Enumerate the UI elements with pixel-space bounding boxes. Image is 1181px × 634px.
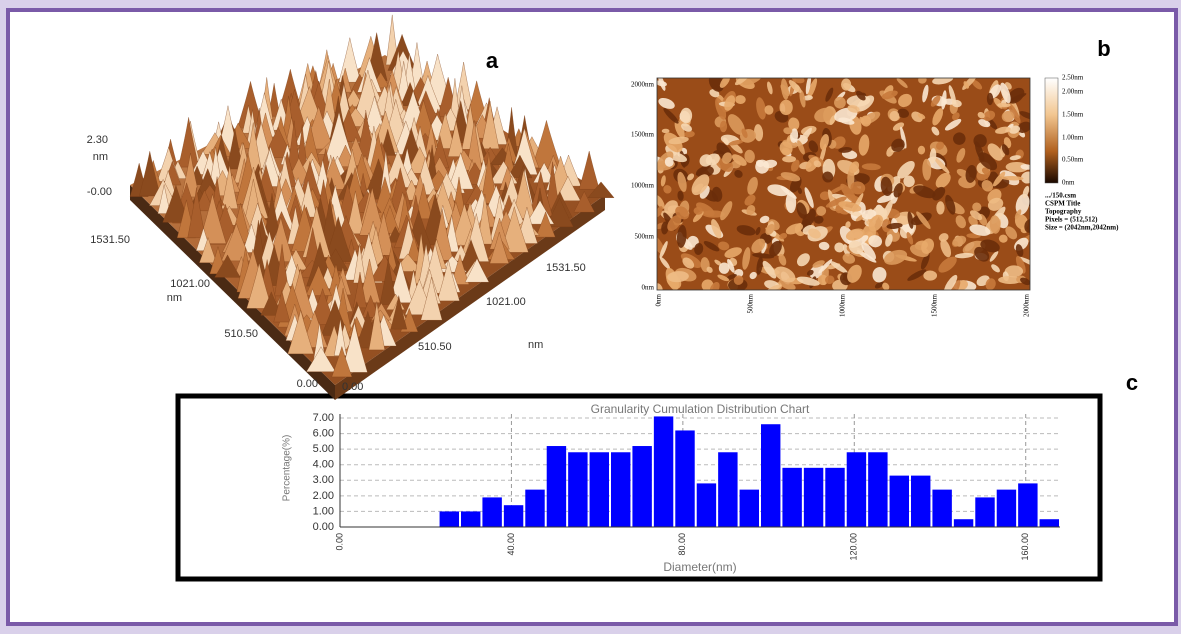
bar	[525, 490, 544, 527]
bar	[675, 430, 694, 527]
bar	[740, 490, 759, 527]
info-text: .../150.csm	[1045, 192, 1076, 200]
axis-label: 510.50	[418, 341, 452, 353]
x-axis-label: Diameter(nm)	[663, 560, 736, 574]
info-text: Size = (2042nm,2042nm)	[1045, 224, 1119, 232]
axis-label: nm	[528, 339, 543, 351]
axis-label: 0.00	[297, 378, 318, 390]
colorbar-label: 0.50nm	[1062, 156, 1084, 164]
y-tick-label: 2.00	[313, 490, 334, 502]
y-axis-label: Percentage(%)	[282, 435, 293, 502]
panel-label: c	[1126, 370, 1138, 395]
bar	[632, 446, 651, 527]
grain	[719, 262, 730, 274]
bar	[504, 505, 523, 527]
panel-label: a	[486, 48, 499, 73]
grain	[923, 271, 937, 281]
grain	[889, 111, 899, 121]
bar	[482, 497, 501, 527]
topography-image	[649, 71, 1039, 300]
axis-label: nm	[93, 151, 108, 163]
axis-label: 1531.50	[90, 234, 130, 246]
bar	[461, 511, 480, 527]
axis-label: 0.00	[342, 381, 363, 393]
y-tick-label: 500nm	[635, 233, 655, 241]
page: {"panel_a": {"label": "a", "axis_labels"…	[0, 0, 1181, 629]
info-text: Topography	[1045, 208, 1082, 216]
info-text: CSPM Title	[1045, 200, 1080, 208]
bar	[890, 476, 909, 527]
info-text: Pixels = (512,512)	[1045, 216, 1098, 224]
bar	[611, 452, 630, 527]
grain	[662, 129, 670, 133]
bar	[847, 452, 866, 527]
axis-label: 510.50	[224, 328, 258, 340]
bar	[568, 452, 587, 527]
colorbar-label: 1.00nm	[1062, 134, 1084, 142]
bar	[547, 446, 566, 527]
bar	[654, 416, 673, 527]
x-tick-label: 80.00	[677, 533, 687, 556]
bar	[590, 452, 609, 527]
x-tick-label: 120.00	[849, 533, 859, 561]
x-tick-label: 2000nm	[1023, 293, 1031, 317]
y-tick-label: 0nm	[642, 284, 655, 292]
y-tick-label: 1000nm	[631, 182, 655, 190]
bar	[440, 511, 459, 527]
x-tick-label: 1500nm	[931, 293, 939, 317]
x-tick-label: 0.00	[334, 533, 344, 551]
axis-label: 2.30	[87, 134, 108, 146]
bar	[825, 468, 844, 527]
bar	[1018, 483, 1037, 527]
x-tick-label: 160.00	[1020, 533, 1030, 561]
x-tick-label: 1000nm	[839, 293, 847, 317]
bar	[761, 424, 780, 527]
panel-label: b	[1097, 36, 1110, 61]
y-tick-label: 1500nm	[631, 131, 655, 139]
axis-label: 1531.50	[546, 262, 586, 274]
bar	[804, 468, 823, 527]
axis-label: nm	[167, 292, 182, 304]
colorbar	[1045, 78, 1058, 183]
axis-label: -0.00	[87, 186, 112, 198]
bar	[782, 468, 801, 527]
bar	[697, 483, 716, 527]
colorbar-label: 1.50nm	[1062, 111, 1084, 119]
y-tick-label: 3.00	[313, 474, 334, 486]
bar	[911, 476, 930, 527]
axis-label: 1021.00	[486, 296, 526, 308]
bar	[868, 452, 887, 527]
colorbar-label: 2.50nm	[1062, 74, 1084, 82]
chart-title: Granularity Cumulation Distribution Char…	[591, 402, 810, 416]
bar	[932, 490, 951, 527]
y-tick-label: 2000nm	[631, 81, 655, 89]
bar	[954, 519, 973, 527]
bar	[1040, 519, 1059, 527]
y-tick-label: 7.00	[313, 412, 334, 424]
y-tick-label: 6.00	[313, 427, 334, 439]
y-tick-label: 5.00	[313, 443, 334, 455]
y-tick-label: 4.00	[313, 459, 334, 471]
x-tick-label: 500nm	[747, 293, 755, 313]
bar	[975, 497, 994, 527]
x-tick-label: 0nm	[655, 293, 663, 306]
y-tick-label: 0.00	[313, 521, 334, 533]
y-tick-label: 1.00	[313, 505, 334, 517]
bar	[718, 452, 737, 527]
axis-label: 1021.00	[170, 278, 210, 290]
x-tick-label: 40.00	[506, 533, 516, 556]
colorbar-label: 0nm	[1062, 179, 1075, 187]
bar	[997, 490, 1016, 527]
colorbar-label: 2.00nm	[1062, 88, 1084, 96]
figure: 2.30nm-0.001531.501021.00nm510.500.000.0…	[0, 0, 1181, 629]
